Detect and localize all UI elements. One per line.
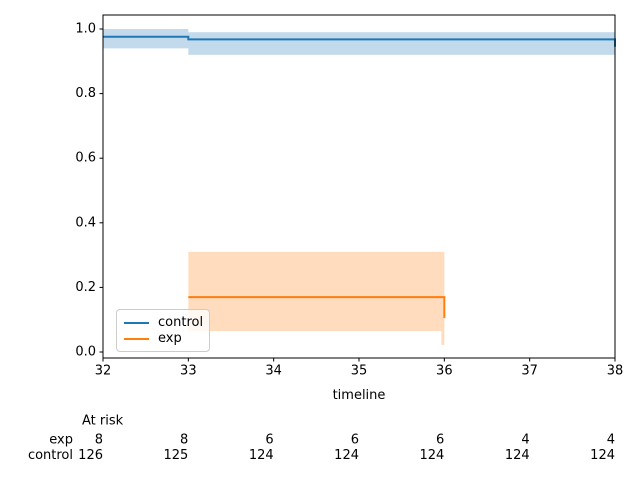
control-line-swatch: [124, 321, 149, 324]
y-tick-label: 0.6: [75, 151, 96, 166]
at-risk-value: 126: [78, 448, 103, 463]
x-tick-label: 36: [436, 364, 453, 379]
control-ci-band-segment: [103, 29, 189, 49]
at-risk-value: 124: [334, 448, 359, 463]
at-risk-value: 4: [607, 433, 615, 448]
y-tick-label: 0.0: [75, 345, 96, 360]
y-tick-label: 1.0: [75, 22, 96, 37]
at-risk-value: 124: [420, 448, 445, 463]
exp-ci-band-segment: [441, 331, 445, 345]
x-tick-label: 35: [351, 364, 368, 379]
legend-item-control: control: [124, 315, 203, 330]
at-risk-value: 8: [180, 433, 188, 448]
y-tick-label: 0.4: [75, 215, 96, 230]
at-risk-value: 124: [590, 448, 615, 463]
at-risk-value: 124: [249, 448, 274, 463]
at-risk-value: 4: [521, 433, 529, 448]
legend-item-exp: exp: [124, 331, 203, 346]
at-risk-header: At risk: [82, 414, 124, 429]
y-tick-label: 0.2: [75, 280, 96, 295]
at-risk-row-label-exp: exp: [49, 433, 73, 448]
exp-ci-band-segment: [188, 251, 445, 332]
x-tick-label: 32: [95, 364, 112, 379]
x-tick-label: 33: [180, 364, 197, 379]
at-risk-value: 6: [265, 433, 273, 448]
at-risk-value: 6: [351, 433, 359, 448]
legend-label-exp: exp: [158, 331, 182, 346]
at-risk-row-label-control: control: [28, 448, 73, 463]
y-tick-label: 0.8: [75, 86, 96, 101]
exp-curve: [188, 296, 446, 319]
legend: control exp: [116, 309, 210, 352]
control-ci-band-segment: [188, 32, 616, 55]
at-risk-value: 6: [436, 433, 444, 448]
x-tick-label: 38: [607, 364, 624, 379]
at-risk-value: 8: [95, 433, 103, 448]
at-risk-value: 125: [164, 448, 189, 463]
x-tick-label: 34: [265, 364, 282, 379]
legend-label-control: control: [158, 315, 204, 330]
exp-line-swatch: [124, 337, 149, 340]
at-risk-value: 124: [505, 448, 530, 463]
x-axis-label: timeline: [332, 388, 386, 403]
x-tick-label: 37: [521, 364, 538, 379]
